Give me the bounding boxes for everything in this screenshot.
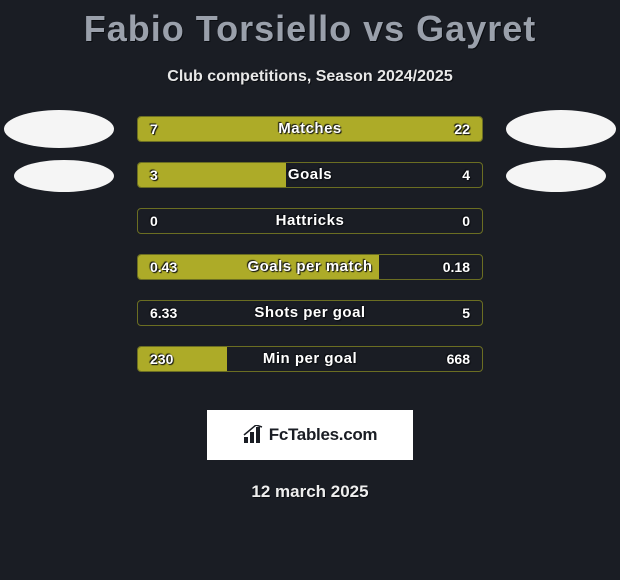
stat-label: Goals per match — [137, 254, 483, 280]
stat-row: 34Goals — [0, 162, 620, 208]
stat-label: Goals — [137, 162, 483, 188]
page-title: Fabio Torsiello vs Gayret — [0, 0, 620, 50]
stat-row: 722Matches — [0, 116, 620, 162]
stat-row: 6.335Shots per goal — [0, 300, 620, 346]
player-avatar-right — [506, 160, 606, 192]
logo-text: FcTables.com — [269, 425, 378, 445]
player-avatar-left — [4, 110, 114, 148]
stat-row: 00Hattricks — [0, 208, 620, 254]
stat-label: Hattricks — [137, 208, 483, 234]
bar-chart-icon — [243, 425, 265, 445]
logo-box: FcTables.com — [207, 410, 413, 460]
stat-label: Matches — [137, 116, 483, 142]
page-subtitle: Club competitions, Season 2024/2025 — [0, 68, 620, 86]
stats-container: 722Matches34Goals00Hattricks0.430.18Goal… — [0, 116, 620, 392]
stat-row: 0.430.18Goals per match — [0, 254, 620, 300]
stat-label: Shots per goal — [137, 300, 483, 326]
player-avatar-right — [506, 110, 616, 148]
stat-label: Min per goal — [137, 346, 483, 372]
date-label: 12 march 2025 — [0, 482, 620, 502]
player-avatar-left — [14, 160, 114, 192]
stat-row: 230668Min per goal — [0, 346, 620, 392]
